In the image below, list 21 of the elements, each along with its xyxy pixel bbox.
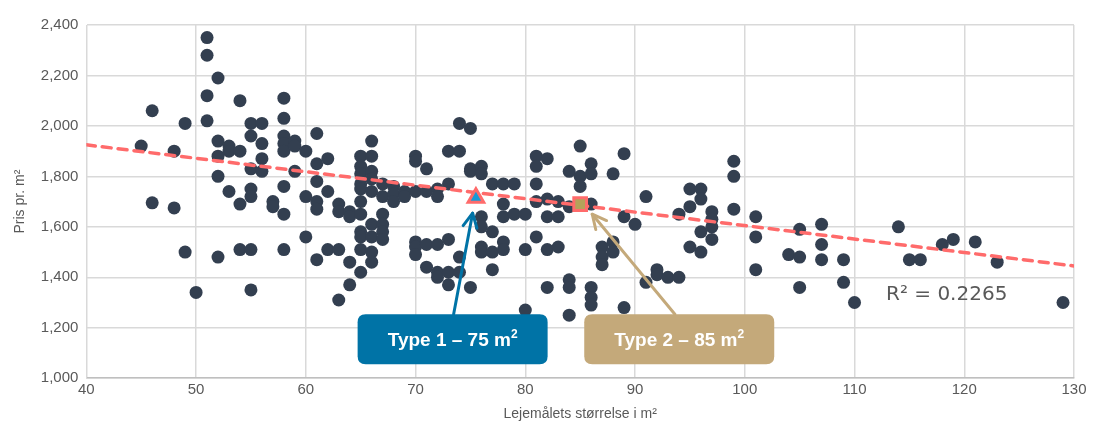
annotation: R² = 0.2265 bbox=[886, 281, 1008, 306]
y-tick-label: 1,200 bbox=[40, 317, 79, 335]
x-tick-label: 70 bbox=[407, 380, 424, 398]
x-tick-label: 80 bbox=[516, 380, 534, 398]
y-tick-label: 1,800 bbox=[40, 166, 79, 184]
x-tick-label: 100 bbox=[732, 380, 758, 398]
x-tick-label: 90 bbox=[626, 380, 644, 398]
x-tick-label: 120 bbox=[951, 380, 977, 398]
y-tick-label: 1,600 bbox=[40, 216, 79, 234]
y-tick-label: 1,000 bbox=[40, 368, 79, 386]
y-tick-label: 2,200 bbox=[40, 65, 79, 83]
x-tick-label: 110 bbox=[842, 380, 867, 398]
x-tick-label: 40 bbox=[77, 380, 95, 398]
x-tick-label: 60 bbox=[297, 380, 315, 398]
y-axis-title: Pris pr. m² bbox=[11, 169, 28, 234]
y-tick-label: 2,000 bbox=[40, 116, 79, 134]
x-tick-label: 130 bbox=[1061, 380, 1087, 398]
y-tick-label: 2,400 bbox=[40, 15, 79, 33]
y-tick-label: 1,400 bbox=[40, 267, 79, 285]
x-tick-label: 50 bbox=[187, 380, 205, 398]
x-axis-title: Lejemålets størrelse i m² bbox=[503, 405, 658, 422]
